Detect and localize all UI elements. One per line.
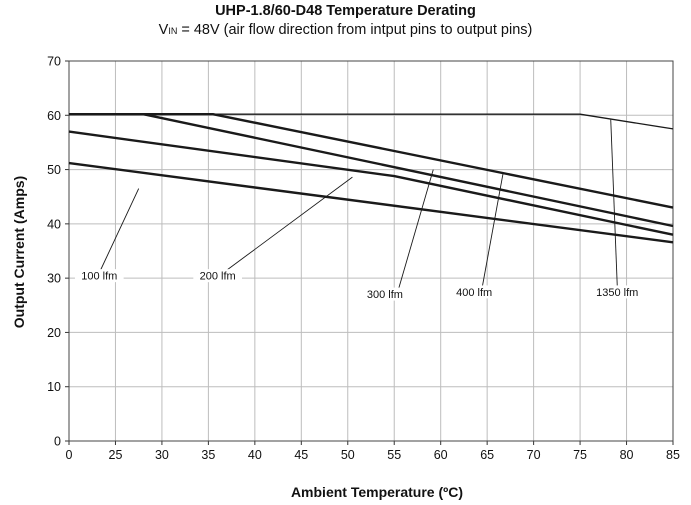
y-tick-label: 0 bbox=[54, 435, 61, 449]
annotation-bg bbox=[589, 285, 645, 299]
x-tick-label: 85 bbox=[666, 448, 680, 462]
annotation-label: 400 lfm bbox=[456, 287, 492, 299]
axes bbox=[65, 60, 674, 445]
leader-line bbox=[100, 188, 140, 271]
leader-line bbox=[482, 173, 504, 286]
annotation-bg bbox=[449, 285, 499, 299]
series-annotations: 100 lfm 200 lfm 300 lfm 400 lfm 1350 lfm bbox=[74, 119, 645, 301]
y-tick-label: 30 bbox=[47, 272, 61, 286]
x-tick-label: 70 bbox=[527, 448, 541, 462]
x-tick-label: 50 bbox=[341, 448, 355, 462]
x-tick-label: 0 bbox=[66, 448, 73, 462]
chart-title: UHP-1.8/60-D48 Temperature Derating bbox=[215, 3, 476, 19]
x-tick-label: 25 bbox=[109, 448, 123, 462]
series-line-200-lfm bbox=[68, 130, 674, 236]
annotation-label: 300 lfm bbox=[367, 289, 403, 301]
x-tick-label: 80 bbox=[620, 448, 634, 462]
annotation-bg bbox=[74, 269, 124, 283]
series-line-300-lfm bbox=[69, 112, 674, 228]
series-line-1350-lfm bbox=[69, 113, 674, 130]
leader-line bbox=[226, 176, 353, 271]
x-tick-label: 65 bbox=[480, 448, 494, 462]
y-tick-label: 10 bbox=[47, 380, 61, 394]
annotation-label: 1350 lfm bbox=[596, 287, 638, 299]
series-line-100-lfm bbox=[68, 161, 674, 244]
annotation-label: 200 lfm bbox=[200, 271, 236, 283]
y-tick-label: 20 bbox=[47, 326, 61, 340]
y-tick-label: 70 bbox=[47, 55, 61, 69]
subtitle-v: V bbox=[158, 22, 169, 38]
chart-subtitle: VIN = 48V (air flow direction from intpu… bbox=[0, 22, 691, 38]
x-tick-label: 55 bbox=[387, 448, 401, 462]
grid-lines bbox=[69, 61, 673, 441]
plot-frame bbox=[68, 60, 674, 442]
x-tick-label: 45 bbox=[294, 448, 308, 462]
y-tick-label: 60 bbox=[47, 109, 61, 123]
x-tick-label: 40 bbox=[248, 448, 262, 462]
annotation-bg bbox=[193, 269, 243, 283]
tick-labels: 0 25 30 35 40 45 50 55 60 65 70 75 80 85 0 10 20 30 40 50 60… bbox=[47, 55, 680, 463]
x-tick-label: 30 bbox=[155, 448, 169, 462]
x-tick-label: 75 bbox=[573, 448, 587, 462]
leader-line bbox=[398, 169, 434, 289]
y-tick-label: 40 bbox=[47, 217, 61, 231]
y-tick-label: 50 bbox=[47, 163, 61, 177]
subtitle-text: = 48V (air flow direction from intput pi… bbox=[177, 22, 533, 38]
series-lines bbox=[68, 112, 674, 244]
x-tick-label: 35 bbox=[201, 448, 215, 462]
y-axis-label: Output Current (Amps) bbox=[11, 176, 27, 328]
leader-line bbox=[610, 119, 618, 286]
x-axis-label: Ambient Temperature (ºC) bbox=[291, 484, 463, 500]
subtitle-in: IN bbox=[168, 26, 178, 36]
series-line-400-lfm bbox=[69, 112, 674, 209]
annotation-label: 100 lfm bbox=[81, 271, 117, 283]
x-tick-label: 60 bbox=[434, 448, 448, 462]
annotation-bg bbox=[360, 287, 410, 301]
